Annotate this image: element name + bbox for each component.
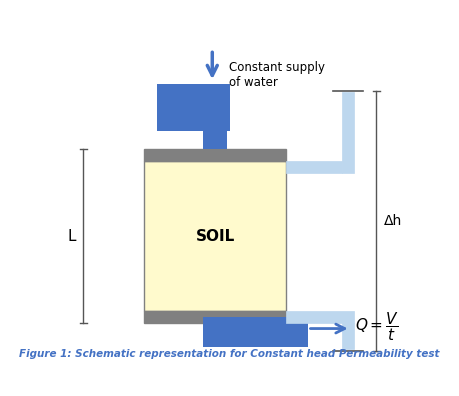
Bar [145, 149, 286, 161]
Bar [145, 311, 286, 324]
Bar [203, 324, 308, 347]
Text: Constant supply
of water: Constant supply of water [229, 61, 325, 89]
Text: Δh: Δh [384, 214, 402, 228]
Bar [203, 324, 227, 347]
Text: SOIL: SOIL [196, 229, 235, 244]
Text: L: L [67, 229, 76, 244]
Bar [203, 316, 308, 341]
Bar [342, 324, 354, 349]
Polygon shape [157, 84, 230, 149]
Bar [203, 131, 227, 149]
Text: Figure 1: Schematic representation for Constant head Permeability test: Figure 1: Schematic representation for C… [19, 348, 440, 359]
Bar [203, 324, 227, 341]
Bar [286, 311, 354, 324]
Text: $Q = \dfrac{V}{t}$: $Q = \dfrac{V}{t}$ [355, 310, 399, 343]
FancyBboxPatch shape [145, 161, 286, 311]
Bar [286, 161, 342, 173]
Bar [342, 92, 354, 173]
